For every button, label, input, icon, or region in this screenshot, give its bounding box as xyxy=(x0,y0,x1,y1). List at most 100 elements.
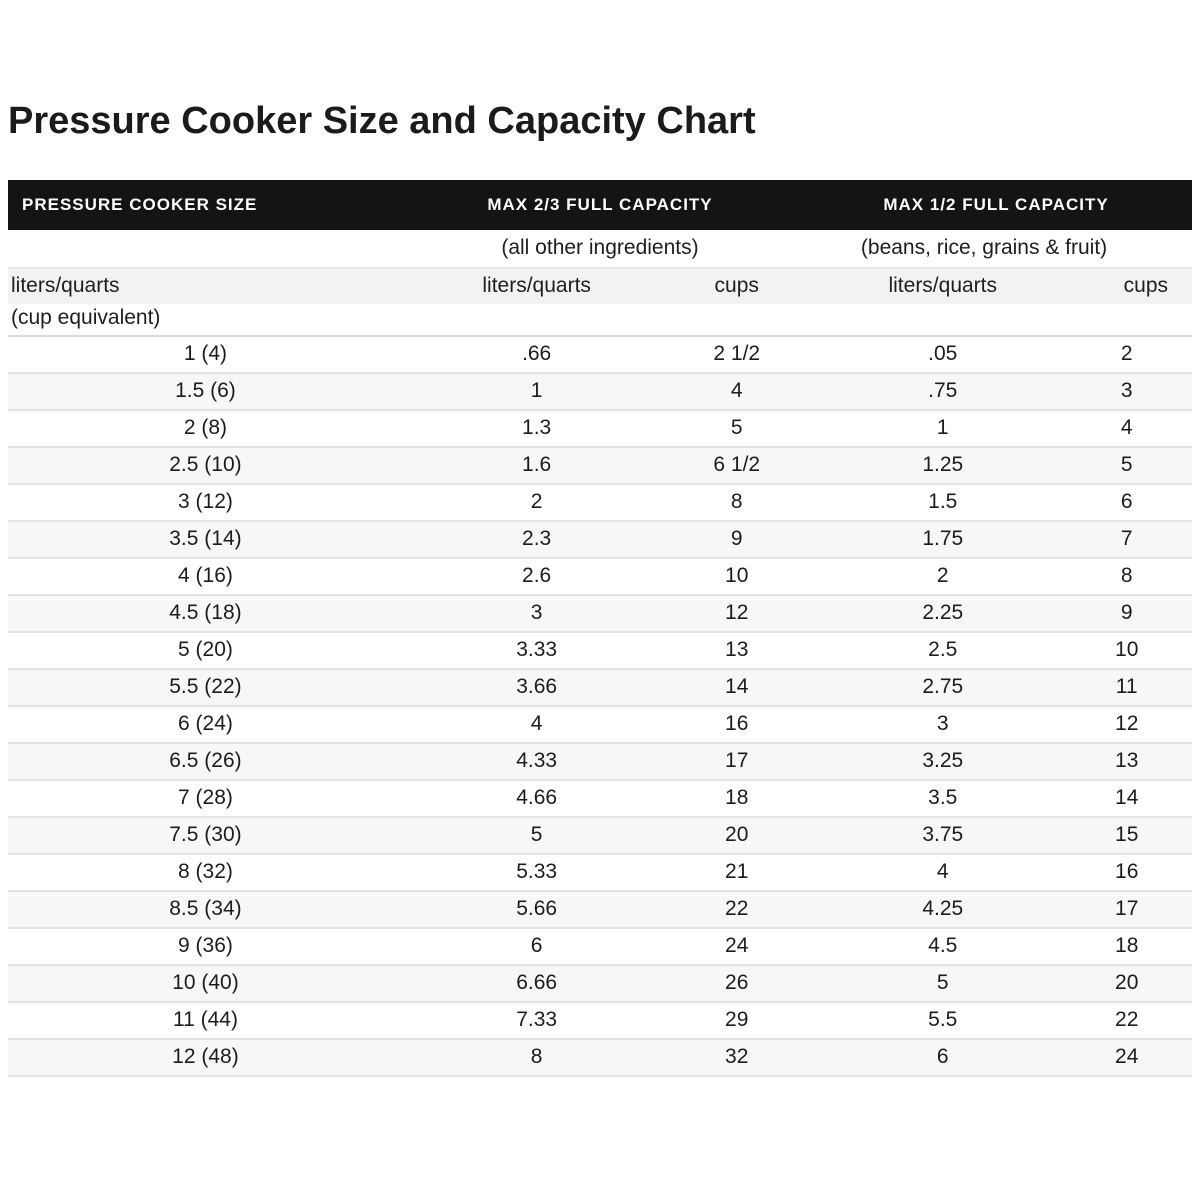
value-cell: 9 xyxy=(673,520,801,559)
subheader-cell-empty xyxy=(8,229,400,268)
value-cell: 1.75 xyxy=(800,520,1086,559)
table-row: 5 (20) 3.33 13 2.5 10 xyxy=(8,631,1192,670)
value-cell: 26 xyxy=(673,964,801,1003)
value-cell: 6 1/2 xyxy=(673,446,801,485)
unit-cell-liters-quarts-2-3: liters/quarts xyxy=(399,266,674,304)
value-cell: 1.25 xyxy=(800,446,1086,485)
value-cell: 6.66 xyxy=(399,964,674,1003)
unit-cell-liters-quarts-1-2: liters/quarts xyxy=(800,266,1086,304)
table-row: 5.5 (22) 3.66 14 2.75 11 xyxy=(8,668,1192,707)
value-cell: 6 xyxy=(1085,483,1192,522)
table-row: 9 (36) 6 24 4.5 18 xyxy=(8,927,1192,966)
size-cell: 1 (4) xyxy=(8,335,400,374)
table-row: 6 (24) 4 16 3 12 xyxy=(8,705,1192,744)
value-cell: 21 xyxy=(673,853,801,892)
value-cell: 2 xyxy=(399,483,674,522)
size-cell: 6.5 (26) xyxy=(8,742,400,781)
value-cell: 24 xyxy=(1085,1038,1192,1077)
value-cell: 3 xyxy=(800,705,1086,744)
value-cell: 8 xyxy=(1085,557,1192,596)
table-row: 12 (48) 8 32 6 24 xyxy=(8,1038,1192,1077)
value-cell: 1.6 xyxy=(399,446,674,485)
size-cell: 8 (32) xyxy=(8,853,400,892)
subheader-row: (all other ingredients) (beans, rice, gr… xyxy=(8,229,1192,268)
value-cell: .75 xyxy=(800,372,1086,411)
value-cell: 4.5 xyxy=(800,927,1086,966)
table-row: 7.5 (30) 5 20 3.75 15 xyxy=(8,816,1192,855)
value-cell: 1.5 xyxy=(800,483,1086,522)
value-cell: 7.33 xyxy=(399,1001,674,1040)
cup-equivalent-row: (cup equivalent) xyxy=(8,303,1192,337)
table-row: 3.5 (14) 2.3 9 1.75 7 xyxy=(8,520,1192,559)
size-cell: 5.5 (22) xyxy=(8,668,400,707)
value-cell: .05 xyxy=(800,335,1086,374)
table-row: 6.5 (26) 4.33 17 3.25 13 xyxy=(8,742,1192,781)
page-title: Pressure Cooker Size and Capacity Chart xyxy=(8,100,756,142)
size-cell: 5 (20) xyxy=(8,631,400,670)
value-cell: 2.75 xyxy=(800,668,1086,707)
value-cell: 9 xyxy=(1085,594,1192,633)
value-cell: 12 xyxy=(673,594,801,633)
value-cell: 5 xyxy=(1085,446,1192,485)
value-cell: 2 xyxy=(1085,335,1192,374)
size-cell: 11 (44) xyxy=(8,1001,400,1040)
value-cell: 3.33 xyxy=(399,631,674,670)
table-row: 2.5 (10) 1.6 6 1/2 1.25 5 xyxy=(8,446,1192,485)
size-cell: 2 (8) xyxy=(8,409,400,448)
table-body: 1 (4) .66 2 1/2.05 2 1.5 (6) 1 4.75 3 2 (8) 1.3 5 1… xyxy=(8,335,1192,1077)
size-cell: 8.5 (34) xyxy=(8,890,400,929)
size-cell: 6 (24) xyxy=(8,705,400,744)
value-cell: 20 xyxy=(1085,964,1192,1003)
value-cell: 3.75 xyxy=(800,816,1086,855)
table-row: 1 (4) .66 2 1/2.05 2 xyxy=(8,335,1192,374)
size-cell: 3.5 (14) xyxy=(8,520,400,559)
value-cell: 11 xyxy=(1085,668,1192,707)
value-cell: 4 xyxy=(399,705,674,744)
header-cell-cooker-size: PRESSURE COOKER SIZE xyxy=(8,179,400,230)
size-cell: 3 (12) xyxy=(8,483,400,522)
table-row: 3 (12) 2 8 1.5 6 xyxy=(8,483,1192,522)
value-cell: 1 xyxy=(800,409,1086,448)
table-row: 2 (8) 1.3 5 1 4 xyxy=(8,409,1192,448)
value-cell: 18 xyxy=(673,779,801,818)
value-cell: 10 xyxy=(1085,631,1192,670)
value-cell: 14 xyxy=(1085,779,1192,818)
unit-cell-size-liters-quarts: liters/quarts xyxy=(8,266,400,304)
table-head: PRESSURE COOKER SIZE MAX 2/3 FULL CAPACI… xyxy=(8,179,1192,337)
value-cell: 29 xyxy=(673,1001,801,1040)
value-cell: 4 xyxy=(673,372,801,411)
value-cell: 5.66 xyxy=(399,890,674,929)
units-row: liters/quarts liters/quarts cups liters/… xyxy=(8,266,1192,304)
value-cell: 4.25 xyxy=(800,890,1086,929)
value-cell: 12 xyxy=(1085,705,1192,744)
value-cell: 2.6 xyxy=(399,557,674,596)
unit-cell-cups-1-2: cups xyxy=(1085,266,1192,304)
value-cell: 4.66 xyxy=(399,779,674,818)
value-cell: 14 xyxy=(673,668,801,707)
size-cell: 7 (28) xyxy=(8,779,400,818)
value-cell: 2 1/2 xyxy=(673,335,801,374)
size-cell: 12 (48) xyxy=(8,1038,400,1077)
value-cell: 13 xyxy=(1085,742,1192,781)
value-cell: 6 xyxy=(800,1038,1086,1077)
value-cell: 32 xyxy=(673,1038,801,1077)
header-cell-max-one-half: MAX 1/2 FULL CAPACITY xyxy=(800,179,1192,230)
table-row: 11 (44) 7.33 29 5.5 22 xyxy=(8,1001,1192,1040)
table-row: 1.5 (6) 1 4.75 3 xyxy=(8,372,1192,411)
value-cell: 24 xyxy=(673,927,801,966)
table-row: 8 (32) 5.33 21 4 16 xyxy=(8,853,1192,892)
value-cell: 5 xyxy=(399,816,674,855)
value-cell: 2.5 xyxy=(800,631,1086,670)
value-cell: 22 xyxy=(1085,1001,1192,1040)
value-cell: 3 xyxy=(399,594,674,633)
value-cell: 8 xyxy=(399,1038,674,1077)
table-row: 4 (16) 2.6 10 2 8 xyxy=(8,557,1192,596)
value-cell: 5.5 xyxy=(800,1001,1086,1040)
value-cell: 4.33 xyxy=(399,742,674,781)
value-cell: 15 xyxy=(1085,816,1192,855)
size-cell: 1.5 (6) xyxy=(8,372,400,411)
value-cell: 17 xyxy=(673,742,801,781)
size-cell: 7.5 (30) xyxy=(8,816,400,855)
table-row: 10 (40) 6.66 26 5 20 xyxy=(8,964,1192,1003)
value-cell: 10 xyxy=(673,557,801,596)
